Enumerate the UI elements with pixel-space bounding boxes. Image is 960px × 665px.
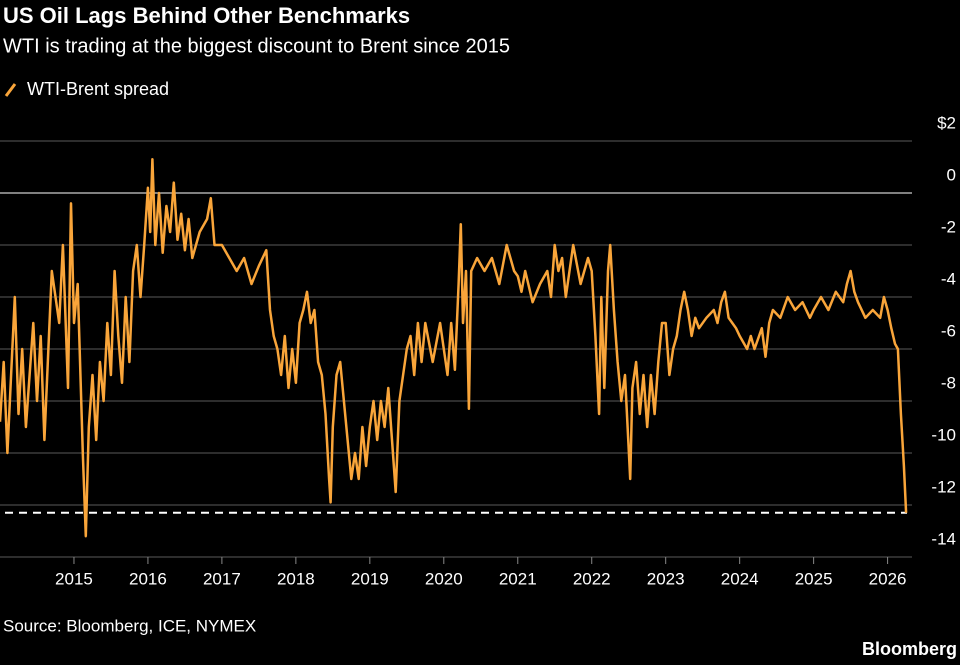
y-tick-label: 0 [947,165,956,184]
data-line [0,157,908,538]
source: Source: Bloomberg, ICE, NYMEX [3,616,256,635]
x-tick-label: 2021 [499,569,537,588]
y-tick-label: -12 [931,477,956,496]
legend-label: WTI-Brent spread [27,79,169,99]
chart-subtitle: WTI is trading at the biggest discount t… [3,35,510,57]
x-tick-label: 2018 [277,569,315,588]
x-tick-label: 2016 [129,569,167,588]
x-tick-label: 2020 [425,569,463,588]
y-tick-label: $2 [937,113,956,132]
legend-icon [4,83,17,97]
y-tick-label: -4 [941,269,956,288]
x-tick-label: 2019 [351,569,389,588]
x-tick-label: 2025 [795,569,833,588]
brand: Bloomberg [862,639,957,659]
y-tick-label: -2 [941,217,956,236]
y-tick-label: -14 [931,529,956,548]
x-tick-label: 2015 [55,569,93,588]
x-tick-label: 2022 [573,569,611,588]
y-tick-label: -10 [931,425,956,444]
y-tick-label: -8 [941,373,956,392]
x-tick-label: 2024 [721,569,759,588]
chart-title: US Oil Lags Behind Other Benchmarks [3,3,410,28]
y-tick-label: -6 [941,321,956,340]
x-tick-label: 2017 [203,569,241,588]
x-tick-label: 2026 [869,569,907,588]
x-tick-label: 2023 [647,569,685,588]
